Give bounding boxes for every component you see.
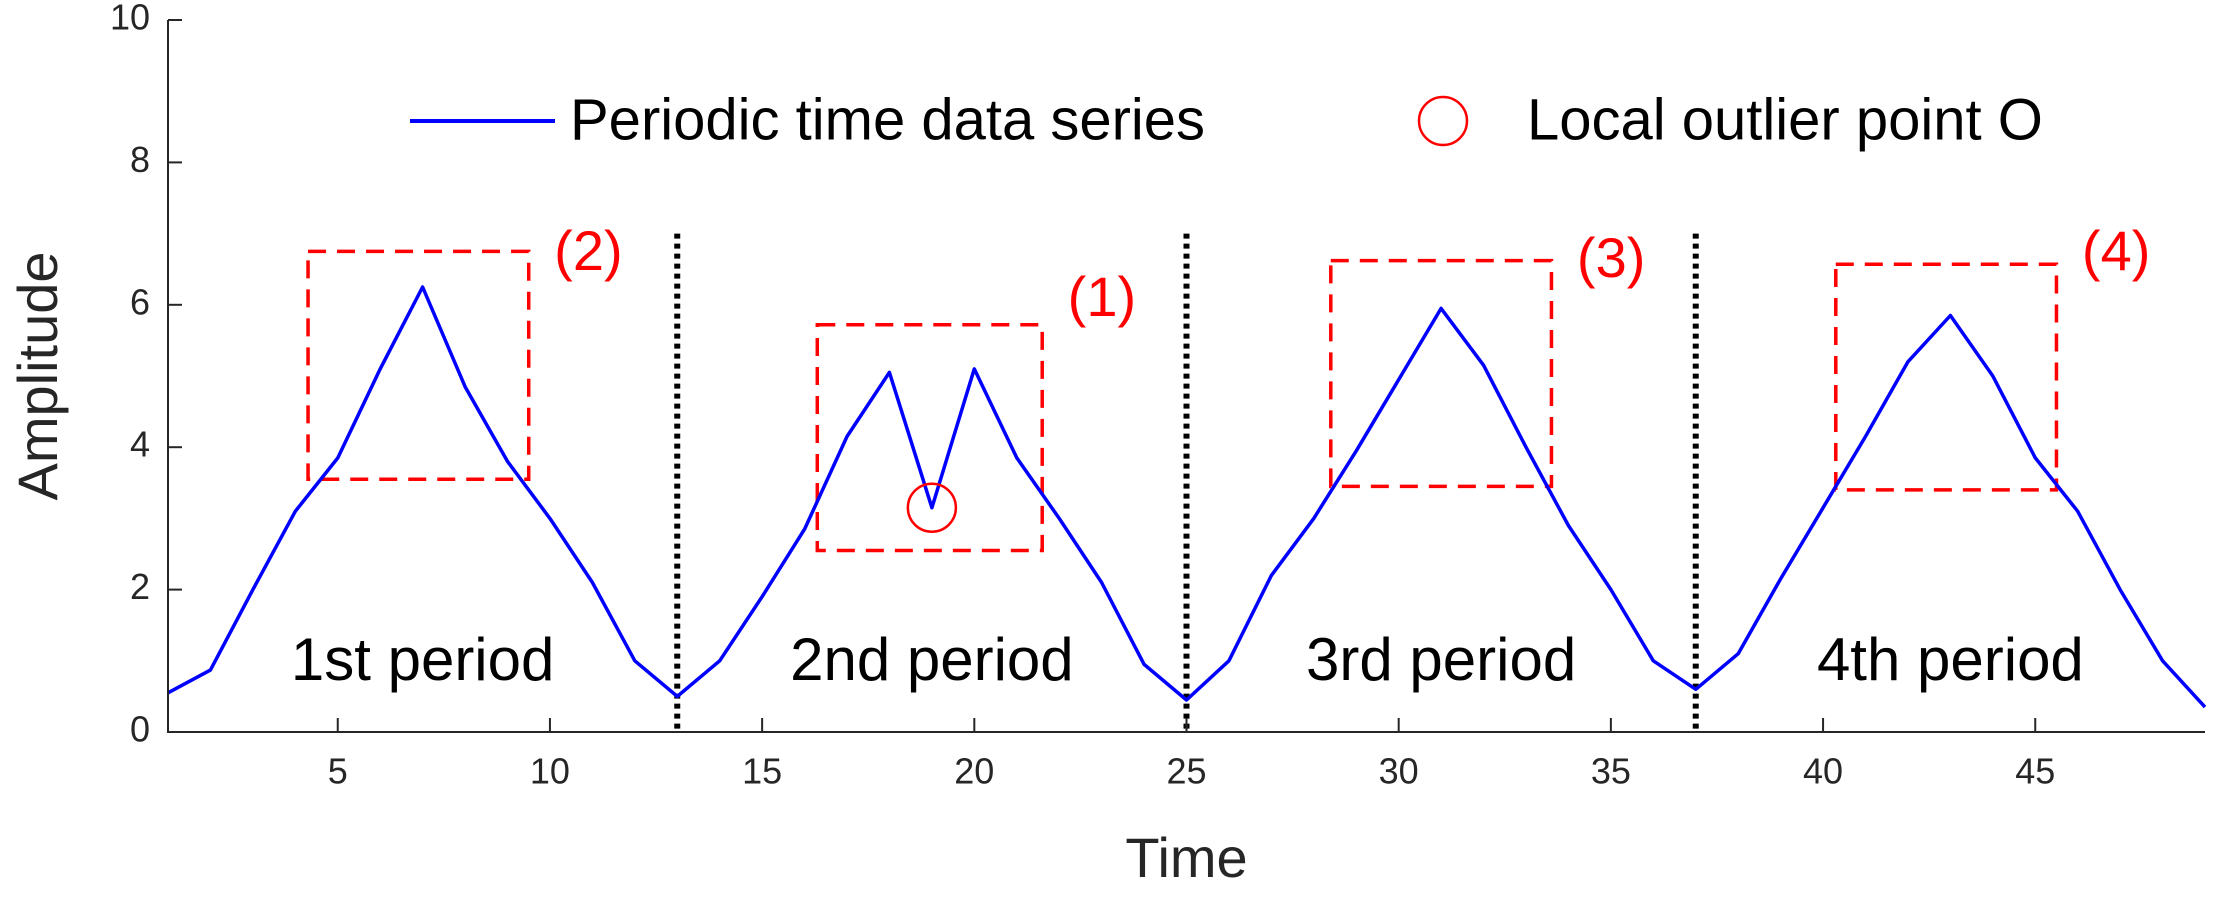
- x-tick-label: 30: [1379, 751, 1419, 792]
- y-axis-title: Amplitude: [6, 251, 69, 500]
- series-line: [167, 285, 2207, 709]
- y-tick-label: 6: [130, 281, 150, 322]
- region-box: [306, 249, 531, 481]
- x-tick-label: 5: [328, 751, 348, 792]
- legend-outlier-swatch: [1417, 95, 1469, 147]
- region-label: (4): [2082, 219, 2150, 282]
- y-tick-label: 0: [130, 709, 150, 750]
- legend-label-outlier: Local outlier point O: [1527, 87, 2043, 152]
- region-box: [1834, 262, 2059, 492]
- period-label: 3rd period: [1306, 626, 1576, 693]
- region-box: [1329, 258, 1554, 489]
- region-label: (3): [1577, 226, 1645, 289]
- x-tick-label: 15: [742, 751, 782, 792]
- y-tick-label: 10: [110, 0, 150, 38]
- period-label: 2nd period: [790, 626, 1074, 693]
- outlier-marker: [906, 482, 958, 533]
- period-label: 1st period: [291, 626, 555, 693]
- x-tick-label: 40: [1803, 751, 1843, 792]
- x-tick-label: 20: [954, 751, 994, 792]
- region-label: (2): [554, 219, 622, 282]
- x-tick-label: 25: [1166, 751, 1206, 792]
- period-label: 4th period: [1817, 626, 2084, 693]
- x-axis-title: Time: [1125, 826, 1247, 889]
- y-tick-label: 4: [130, 424, 150, 465]
- x-tick-label: 35: [1591, 751, 1631, 792]
- x-tick-label: 10: [530, 751, 570, 792]
- x-tick-label: 45: [2015, 751, 2055, 792]
- region-box: [815, 322, 1044, 553]
- legend-label-series: Periodic time data series: [570, 87, 1205, 152]
- y-tick-label: 2: [130, 566, 150, 607]
- y-tick-label: 8: [130, 139, 150, 180]
- region-label: (1): [1068, 265, 1136, 328]
